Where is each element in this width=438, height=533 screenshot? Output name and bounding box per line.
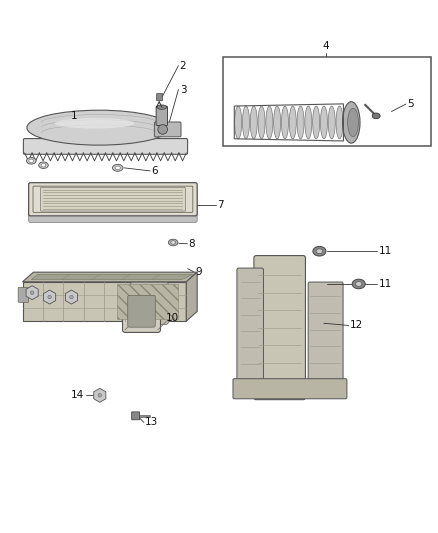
Text: 11: 11 <box>378 279 392 289</box>
Polygon shape <box>186 272 197 321</box>
FancyBboxPatch shape <box>237 268 263 386</box>
Ellipse shape <box>168 239 178 246</box>
FancyBboxPatch shape <box>131 282 168 325</box>
Ellipse shape <box>372 113 380 119</box>
FancyBboxPatch shape <box>28 189 197 222</box>
Ellipse shape <box>39 162 48 168</box>
Ellipse shape <box>316 249 323 254</box>
Ellipse shape <box>336 106 343 139</box>
FancyBboxPatch shape <box>18 287 28 302</box>
Text: 13: 13 <box>145 417 158 427</box>
Ellipse shape <box>55 118 134 128</box>
Text: 12: 12 <box>350 320 363 330</box>
Ellipse shape <box>41 164 46 167</box>
Ellipse shape <box>115 166 120 169</box>
Ellipse shape <box>313 106 320 139</box>
Polygon shape <box>22 272 197 282</box>
FancyBboxPatch shape <box>23 139 187 154</box>
Ellipse shape <box>26 158 36 164</box>
Ellipse shape <box>27 110 171 145</box>
Text: 9: 9 <box>195 266 201 277</box>
Ellipse shape <box>29 159 34 163</box>
FancyBboxPatch shape <box>123 290 160 333</box>
Text: 7: 7 <box>217 200 223 211</box>
Text: 1: 1 <box>71 111 77 121</box>
FancyBboxPatch shape <box>233 379 347 399</box>
Ellipse shape <box>258 106 265 139</box>
Ellipse shape <box>305 106 312 139</box>
Ellipse shape <box>158 125 167 134</box>
Text: 5: 5 <box>407 99 413 109</box>
Ellipse shape <box>243 106 250 139</box>
Ellipse shape <box>250 106 257 139</box>
FancyBboxPatch shape <box>128 295 155 327</box>
Ellipse shape <box>157 105 166 109</box>
FancyBboxPatch shape <box>28 183 197 216</box>
Ellipse shape <box>30 291 34 294</box>
Text: 3: 3 <box>180 85 186 95</box>
Text: 11: 11 <box>378 246 392 256</box>
FancyBboxPatch shape <box>156 94 162 101</box>
Ellipse shape <box>235 106 242 139</box>
Text: 2: 2 <box>180 61 186 71</box>
Ellipse shape <box>297 106 304 139</box>
Ellipse shape <box>348 108 358 136</box>
Ellipse shape <box>313 246 326 256</box>
Ellipse shape <box>328 106 335 139</box>
Polygon shape <box>22 282 186 321</box>
Ellipse shape <box>343 102 360 143</box>
FancyBboxPatch shape <box>308 282 343 386</box>
Ellipse shape <box>274 106 281 139</box>
FancyBboxPatch shape <box>154 122 181 137</box>
Ellipse shape <box>48 295 51 299</box>
FancyBboxPatch shape <box>40 188 185 211</box>
Polygon shape <box>117 284 178 319</box>
Text: 10: 10 <box>166 312 179 322</box>
Ellipse shape <box>98 393 102 397</box>
Text: 14: 14 <box>71 390 85 400</box>
Ellipse shape <box>356 281 362 286</box>
Ellipse shape <box>352 279 365 289</box>
Ellipse shape <box>289 106 296 139</box>
Text: 8: 8 <box>188 239 195 249</box>
FancyBboxPatch shape <box>132 412 140 420</box>
Text: 4: 4 <box>323 41 329 51</box>
FancyBboxPatch shape <box>223 57 431 147</box>
Ellipse shape <box>70 295 73 299</box>
Ellipse shape <box>113 164 123 171</box>
Ellipse shape <box>282 106 289 139</box>
Polygon shape <box>31 274 193 280</box>
Text: 6: 6 <box>151 166 158 176</box>
Ellipse shape <box>171 241 176 244</box>
Ellipse shape <box>266 106 273 139</box>
Ellipse shape <box>321 106 328 139</box>
FancyBboxPatch shape <box>254 256 305 400</box>
FancyBboxPatch shape <box>156 106 167 125</box>
